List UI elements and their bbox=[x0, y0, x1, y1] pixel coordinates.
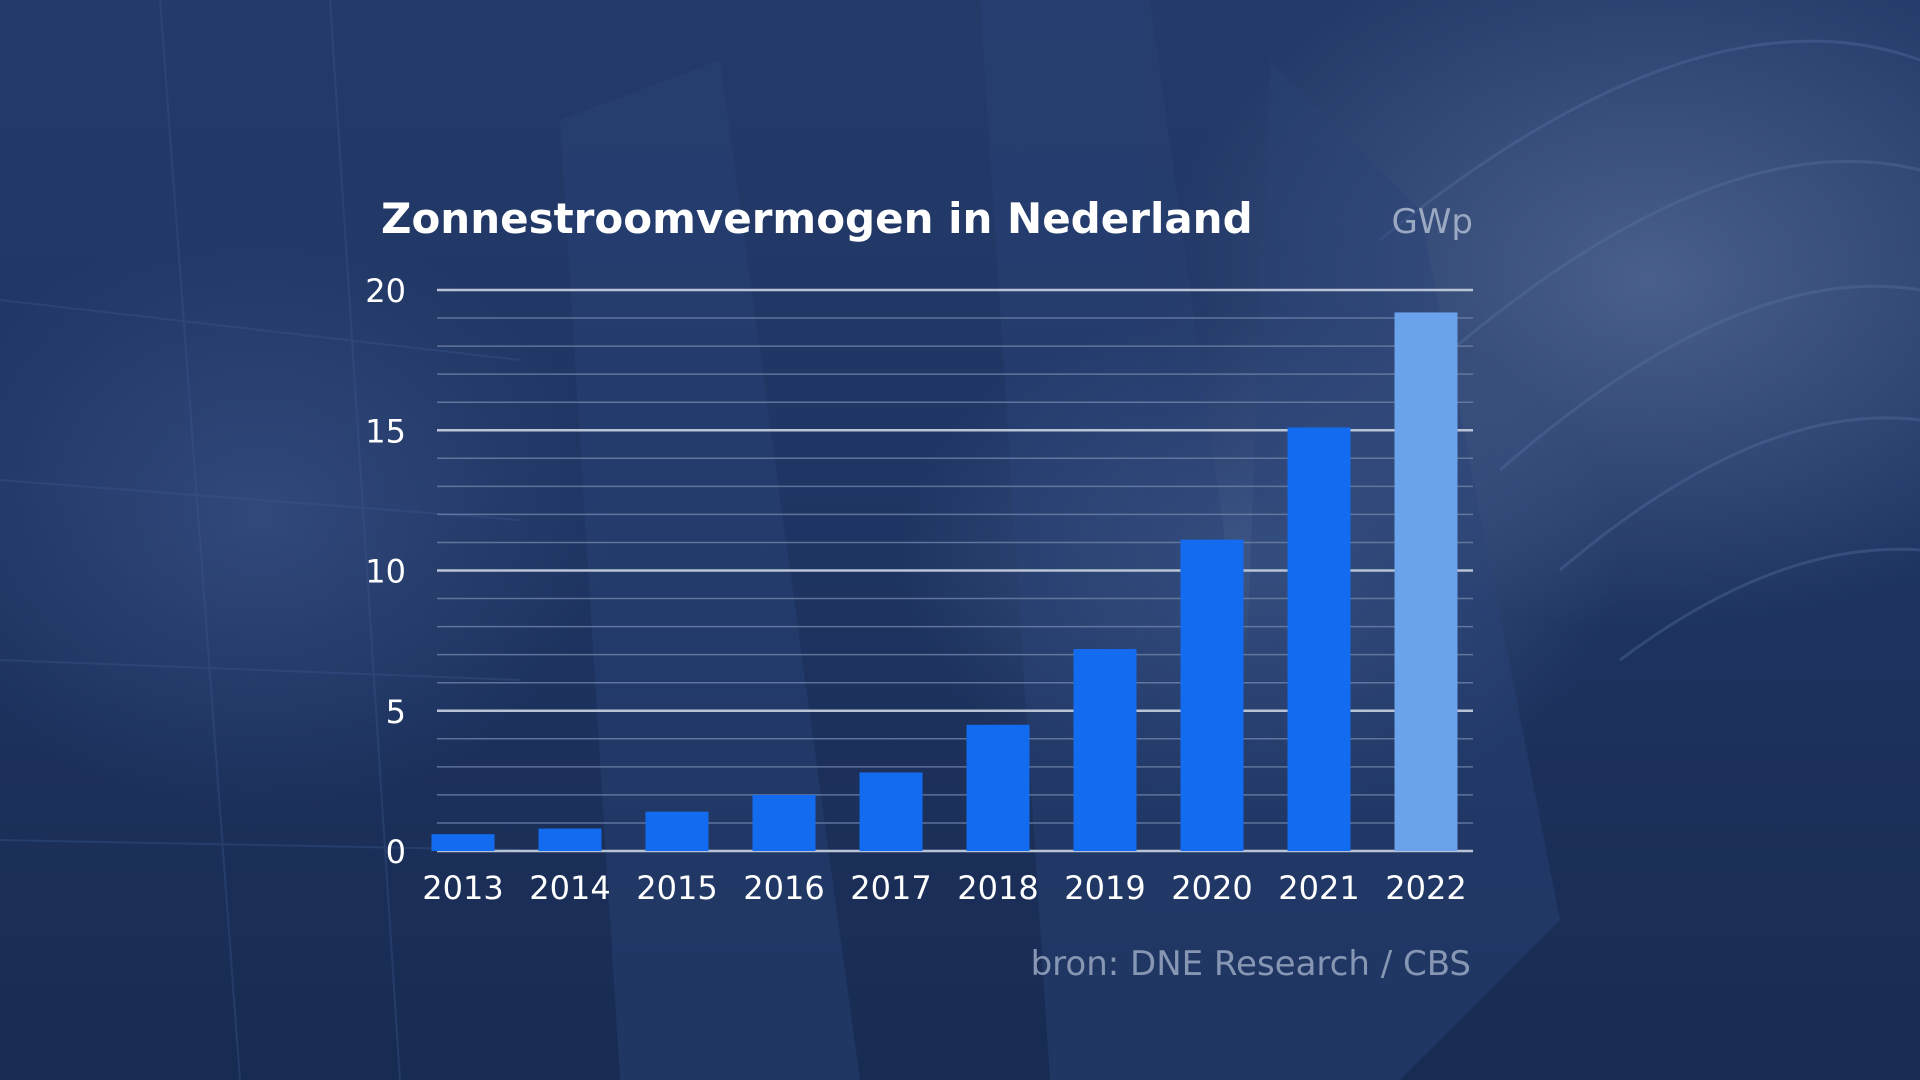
x-tick-label: 2017 bbox=[850, 869, 931, 907]
bar-2015 bbox=[645, 811, 709, 851]
unit-label: GWp bbox=[1391, 202, 1473, 242]
source-note: bron: DNE Research / CBS bbox=[1031, 944, 1471, 984]
bar-2022 bbox=[1394, 312, 1458, 851]
x-tick-label: 2018 bbox=[957, 869, 1038, 907]
x-tick-label: 2022 bbox=[1385, 869, 1466, 907]
bar-2019 bbox=[1073, 649, 1137, 851]
x-tick-label: 2015 bbox=[636, 869, 717, 907]
x-axis-tick-labels: 2013 2014 2015 2016 2017 2018 2019 2020 2021 2022 bbox=[422, 869, 1466, 907]
y-axis-tick-labels: 0 5 10 15 20 bbox=[365, 272, 406, 871]
bar-2020 bbox=[1180, 539, 1244, 851]
bar-2021 bbox=[1287, 427, 1351, 851]
y-tick-label: 0 bbox=[386, 833, 406, 871]
bar-2017 bbox=[859, 772, 923, 851]
y-tick-label: 10 bbox=[365, 553, 406, 591]
x-tick-label: 2021 bbox=[1278, 869, 1359, 907]
bar-2014 bbox=[538, 828, 602, 851]
x-tick-label: 2019 bbox=[1064, 869, 1145, 907]
y-tick-label: 15 bbox=[365, 412, 406, 450]
x-tick-label: 2020 bbox=[1171, 869, 1252, 907]
bar-2018 bbox=[966, 724, 1030, 851]
bars bbox=[431, 312, 1458, 851]
bar-2016 bbox=[752, 794, 816, 851]
x-tick-label: 2014 bbox=[529, 869, 610, 907]
y-tick-label: 5 bbox=[386, 693, 406, 731]
bar-2013 bbox=[431, 834, 495, 851]
x-tick-label: 2013 bbox=[422, 869, 503, 907]
x-tick-label: 2016 bbox=[743, 869, 824, 907]
y-tick-label: 20 bbox=[365, 272, 406, 310]
chart-title: Zonnestroomvermogen in Nederland bbox=[381, 194, 1253, 243]
